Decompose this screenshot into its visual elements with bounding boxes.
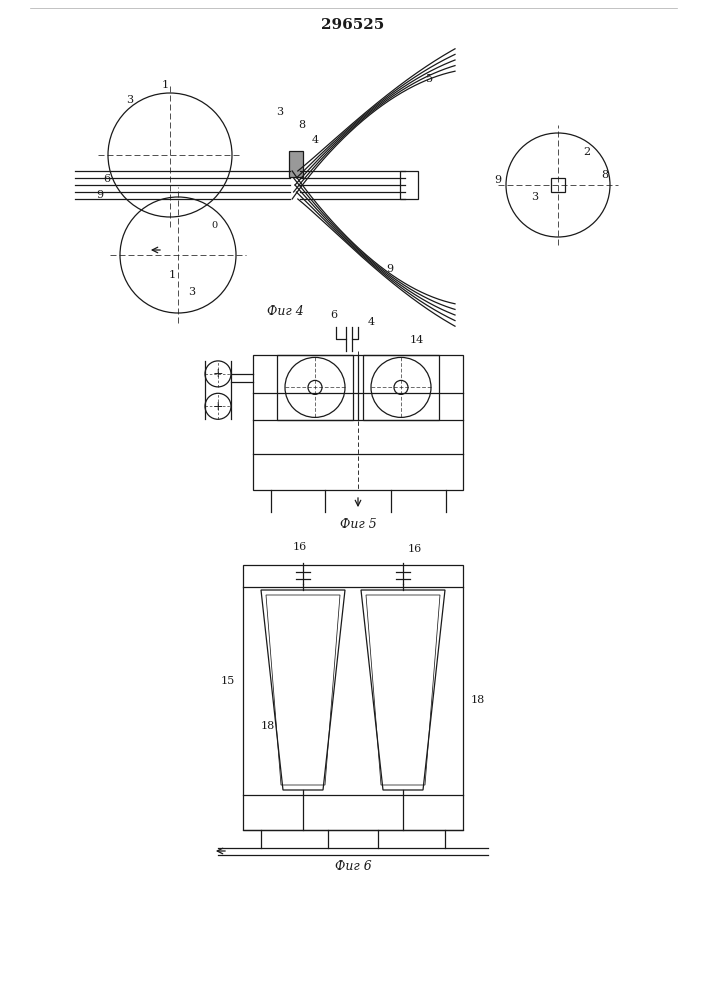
Text: 8: 8 [602,170,609,180]
Text: 6: 6 [330,310,337,320]
Bar [253,355,463,490]
Text: 18: 18 [261,721,275,731]
Text: +: + [213,367,223,380]
Text: Фиг 6: Фиг 6 [334,860,371,873]
Text: 3: 3 [276,107,284,117]
Bar [243,565,463,830]
Text: 6: 6 [103,174,110,184]
Text: 9: 9 [96,190,103,200]
Bar [363,355,439,420]
Text: 18: 18 [471,695,485,705]
Text: 5: 5 [426,74,433,84]
Text: 4: 4 [312,135,319,145]
Text: 9: 9 [387,264,394,274]
Text: 15: 15 [221,676,235,686]
Text: 9: 9 [494,175,501,185]
Text: 3: 3 [127,95,134,105]
Text: 0: 0 [211,221,217,230]
Text: 4: 4 [368,317,375,327]
Text: Фиг 5: Фиг 5 [339,518,376,531]
Bar [277,355,353,420]
Text: 14: 14 [410,335,424,345]
Text: Фиг 4: Фиг 4 [267,305,303,318]
Bar [551,178,565,192]
Text: 296525: 296525 [322,18,385,32]
Text: 1: 1 [161,80,168,90]
Text: +: + [213,400,223,413]
Text: 3: 3 [532,192,539,202]
Bar [400,171,418,199]
Bar [289,151,303,177]
Text: 16: 16 [293,542,308,552]
Text: 16: 16 [408,544,422,554]
Text: 2: 2 [583,147,590,157]
Text: 8: 8 [298,120,305,130]
Text: 1: 1 [168,270,175,280]
Text: 3: 3 [189,287,196,297]
